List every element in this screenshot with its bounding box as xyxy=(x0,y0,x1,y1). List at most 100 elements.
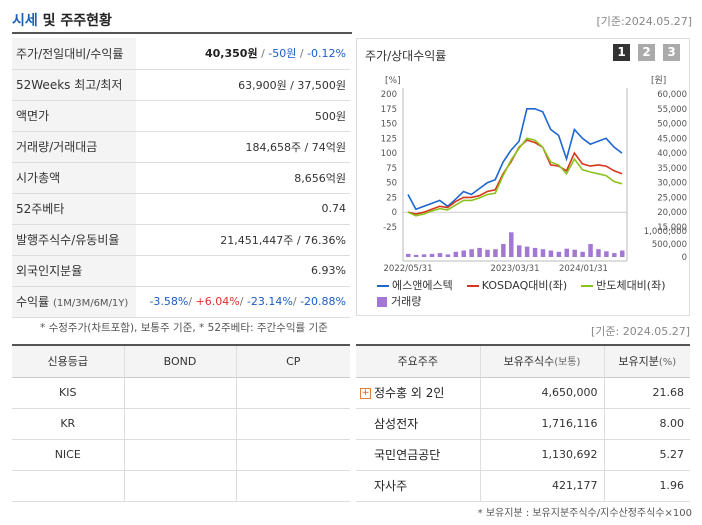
reference-date-top: [기준:2024.05.27] xyxy=(596,13,692,29)
price-value: 40,350원 / -50원 / -0.12% xyxy=(136,38,350,69)
holder-pct: 1.96 xyxy=(604,470,690,501)
volume-tick-label: 0 xyxy=(682,253,687,263)
table-row: 52주베타 0.74 xyxy=(12,193,350,224)
foreign-value: 6.93% xyxy=(136,255,350,286)
section-title: 시세 및 주주현황 xyxy=(12,10,112,30)
volume-bar xyxy=(612,253,617,257)
legend-item-semi: 반도체대비(좌) xyxy=(581,279,665,292)
quote-table: 주가/전일대비/수익률 40,350원 / -50원 / -0.12% 52We… xyxy=(12,38,350,318)
left-tick-label: 200 xyxy=(381,90,397,100)
table-row: 외국인지분율 6.93% xyxy=(12,255,350,286)
cp-cell xyxy=(236,439,350,470)
volume-bar xyxy=(414,255,419,257)
volume-bar xyxy=(565,249,570,257)
face-value: 500원 xyxy=(136,100,350,131)
col-header: 신용등급 xyxy=(12,345,124,377)
table-row: 삼성전자 1,716,116 8.00 xyxy=(356,408,690,439)
volume-bar xyxy=(485,250,490,257)
table-row: 국민연금공단 1,130,692 5.27 xyxy=(356,439,690,470)
table-row: KR xyxy=(12,408,350,439)
table-row: 52Weeks 최고/최저 63,900원 / 37,500원 xyxy=(12,69,350,100)
row-label: 시가총액 xyxy=(12,162,136,193)
series-line-2 xyxy=(408,140,622,214)
row-label: 거래량/거래대금 xyxy=(12,131,136,162)
expand-plus-icon[interactable]: + xyxy=(360,388,371,399)
row-label: 액면가 xyxy=(12,100,136,131)
row-label: 수익률 (1M/3M/6M/1Y) xyxy=(12,286,136,317)
ret-value: -3.58%/ +6.04%/ -23.14%/ -20.88% xyxy=(136,286,350,317)
volume-bar xyxy=(509,232,514,257)
volume-bar xyxy=(604,251,609,257)
right-unit-label: [원] xyxy=(651,75,666,86)
left-tick-label: 175 xyxy=(381,105,397,115)
volume-bar xyxy=(572,250,577,257)
volume-value: 184,658주 / 74억원 xyxy=(136,131,350,162)
volume-bar xyxy=(517,245,522,257)
x-tick-label: 2023/03/31 xyxy=(491,264,540,274)
holder-shares: 1,716,116 xyxy=(480,408,604,439)
holder-pct: 5.27 xyxy=(604,439,690,470)
footnote-quote: * 수정주가(차트포함), 보통주 기준, * 52주베타: 주간수익률 기준 xyxy=(40,320,328,335)
left-tick-label: -25 xyxy=(383,223,397,233)
ret-label: 수익률 xyxy=(16,295,49,309)
row-label: 발행주식수/유동비율 xyxy=(12,224,136,255)
volume-bar xyxy=(493,249,498,257)
holder-name: + 정수홍 외 2인 xyxy=(356,377,480,408)
chart-legend: 에스앤에스텍 KOSDAQ대비(좌) 반도체대비(좌) 거래량 xyxy=(377,277,666,309)
col-header: 보유주식수(보통) xyxy=(480,345,604,377)
left-tick-label: 100 xyxy=(381,149,397,159)
row-label: 52Weeks 최고/최저 xyxy=(12,69,136,100)
volume-bar xyxy=(557,252,562,257)
left-tick-label: 0 xyxy=(392,208,397,218)
mcap-value: 8,656억원 xyxy=(136,162,350,193)
holder-shares: 421,177 xyxy=(480,470,604,501)
col-header: 보유지분(%) xyxy=(604,345,690,377)
divider xyxy=(12,32,352,34)
volume-bar xyxy=(406,254,411,257)
volume-tick-label: 1,000,000 xyxy=(644,227,687,237)
bond-cell xyxy=(124,470,236,501)
title-main: 시세 xyxy=(12,13,38,29)
volume-bar xyxy=(422,254,427,257)
agency-cell xyxy=(12,470,124,501)
volume-bar xyxy=(525,247,530,257)
ret-3m: +6.04% xyxy=(196,295,240,308)
volume-bar xyxy=(477,248,482,257)
chart-panel: 주가/상대수익률 1 2 3 [%] [원] 200 60,000 175 55,000 1… xyxy=(356,38,690,316)
right-tick-label: 50,000 xyxy=(657,120,687,130)
left-tick-label: 125 xyxy=(381,134,397,144)
left-tick-label: 150 xyxy=(381,120,397,130)
table-header-row: 신용등급 BOND CP xyxy=(12,345,350,377)
table-row xyxy=(12,470,350,501)
x-tick-label: 2022/05/31 xyxy=(384,264,433,274)
table-row: 자사주 421,177 1.96 xyxy=(356,470,690,501)
table-row: + 정수홍 외 2인 4,650,000 21.68 xyxy=(356,377,690,408)
left-unit-label: [%] xyxy=(385,76,401,86)
table-row: 거래량/거래대금 184,658주 / 74억원 xyxy=(12,131,350,162)
right-tick-label: 55,000 xyxy=(657,105,687,115)
bond-cell xyxy=(124,377,236,408)
left-tick-label: 50 xyxy=(386,179,397,189)
table-header-row: 주요주주 보유주식수(보통) 보유지분(%) xyxy=(356,345,690,377)
volume-bar xyxy=(446,254,451,257)
holder-pct: 21.68 xyxy=(604,377,690,408)
volume-bar xyxy=(461,251,466,258)
legend-item-stock: 에스앤에스텍 xyxy=(377,279,453,292)
row-label: 52주베타 xyxy=(12,193,136,224)
shares-value: 21,451,447주 / 76.36% xyxy=(136,224,350,255)
bond-cell xyxy=(124,408,236,439)
legend-item-kosdaq: KOSDAQ대비(좌) xyxy=(467,279,567,292)
left-tick-label: 75 xyxy=(386,164,397,174)
row-label: 주가/전일대비/수익률 xyxy=(12,38,136,69)
table-row: KIS xyxy=(12,377,350,408)
holder-name: 자사주 xyxy=(356,470,480,501)
table-row: 수익률 (1M/3M/6M/1Y) -3.58%/ +6.04%/ -23.14… xyxy=(12,286,350,317)
holder-name: 국민연금공단 xyxy=(356,439,480,470)
cp-cell xyxy=(236,377,350,408)
right-tick-label: 45,000 xyxy=(657,134,687,144)
series-line-3 xyxy=(408,138,622,216)
credit-rating-table: 신용등급 BOND CP KIS KR NICE xyxy=(12,344,350,502)
volume-bar xyxy=(588,244,593,257)
volume-bar xyxy=(580,252,585,257)
holder-shares: 1,130,692 xyxy=(480,439,604,470)
